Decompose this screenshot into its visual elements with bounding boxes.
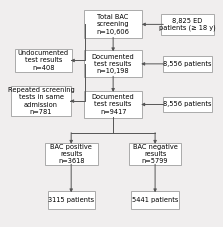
FancyBboxPatch shape xyxy=(84,50,142,77)
Text: 3115 patients: 3115 patients xyxy=(48,197,94,203)
FancyBboxPatch shape xyxy=(47,191,95,209)
FancyBboxPatch shape xyxy=(129,143,182,165)
Text: 5441 patients: 5441 patients xyxy=(132,197,178,203)
Text: Documented
test results
n=10,198: Documented test results n=10,198 xyxy=(92,54,134,74)
FancyBboxPatch shape xyxy=(84,91,142,118)
FancyBboxPatch shape xyxy=(11,86,71,116)
FancyBboxPatch shape xyxy=(161,14,214,35)
FancyBboxPatch shape xyxy=(45,143,97,165)
FancyBboxPatch shape xyxy=(163,56,212,72)
Text: Repeated screening
tests in same
admission
n=781: Repeated screening tests in same admissi… xyxy=(8,87,74,115)
Text: Undocumented
test results
n=408: Undocumented test results n=408 xyxy=(18,50,69,71)
FancyBboxPatch shape xyxy=(15,49,72,72)
Text: 8,556 patients: 8,556 patients xyxy=(163,61,212,67)
FancyBboxPatch shape xyxy=(163,96,212,112)
FancyBboxPatch shape xyxy=(84,10,142,39)
Text: BAC negative
results
n=5799: BAC negative results n=5799 xyxy=(133,144,178,164)
Text: 8,556 patients: 8,556 patients xyxy=(163,101,212,107)
Text: Total BAC
screening
n=10,606: Total BAC screening n=10,606 xyxy=(97,14,130,35)
FancyBboxPatch shape xyxy=(131,191,179,209)
Text: Documented
test results
n=9417: Documented test results n=9417 xyxy=(92,94,134,115)
Text: 8,825 ED
patients (≥ 18 y): 8,825 ED patients (≥ 18 y) xyxy=(159,17,216,31)
Text: BAC positive
results
n=3618: BAC positive results n=3618 xyxy=(50,144,92,164)
